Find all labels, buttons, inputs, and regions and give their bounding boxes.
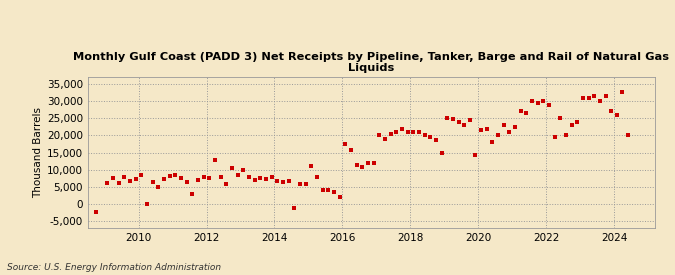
- Point: [498, 123, 509, 127]
- Point: [119, 175, 130, 180]
- Point: [515, 109, 526, 114]
- Point: [532, 101, 543, 105]
- Point: [238, 167, 248, 172]
- Point: [617, 90, 628, 95]
- Point: [244, 175, 254, 180]
- Point: [148, 180, 159, 184]
- Point: [159, 177, 169, 182]
- Point: [289, 206, 300, 211]
- Point: [317, 188, 328, 192]
- Point: [227, 166, 238, 170]
- Point: [210, 157, 221, 162]
- Point: [102, 181, 113, 185]
- Point: [431, 138, 441, 142]
- Point: [362, 161, 373, 165]
- Point: [470, 153, 481, 158]
- Point: [526, 99, 537, 103]
- Point: [277, 180, 288, 184]
- Point: [249, 178, 260, 182]
- Point: [572, 119, 583, 124]
- Point: [306, 164, 317, 169]
- Point: [521, 111, 532, 115]
- Title: Monthly Gulf Coast (PADD 3) Net Receipts by Pipeline, Tanker, Barge and Rail of : Monthly Gulf Coast (PADD 3) Net Receipts…: [74, 52, 669, 73]
- Point: [130, 177, 141, 182]
- Point: [408, 130, 418, 134]
- Point: [340, 142, 350, 146]
- Point: [153, 185, 164, 189]
- Point: [391, 130, 402, 134]
- Point: [396, 126, 407, 131]
- Point: [215, 174, 226, 179]
- Point: [187, 192, 198, 196]
- Point: [323, 188, 333, 192]
- Point: [334, 195, 345, 200]
- Point: [577, 95, 588, 100]
- Point: [566, 123, 577, 127]
- Point: [549, 135, 560, 139]
- Point: [560, 133, 571, 138]
- Point: [267, 174, 277, 179]
- Point: [448, 117, 458, 121]
- Point: [165, 174, 176, 178]
- Point: [142, 201, 153, 206]
- Point: [170, 173, 181, 177]
- Point: [369, 161, 379, 165]
- Point: [543, 102, 554, 107]
- Point: [272, 179, 283, 183]
- Point: [356, 165, 367, 169]
- Point: [176, 176, 186, 181]
- Point: [261, 177, 271, 182]
- Y-axis label: Thousand Barrels: Thousand Barrels: [32, 107, 43, 198]
- Text: Source: U.S. Energy Information Administration: Source: U.S. Energy Information Administ…: [7, 263, 221, 272]
- Point: [182, 180, 192, 184]
- Point: [385, 131, 396, 136]
- Point: [583, 95, 594, 100]
- Point: [419, 133, 430, 138]
- Point: [108, 176, 119, 181]
- Point: [413, 130, 424, 134]
- Point: [91, 210, 102, 214]
- Point: [504, 130, 515, 134]
- Point: [538, 99, 549, 103]
- Point: [300, 182, 311, 186]
- Point: [493, 133, 504, 138]
- Point: [136, 173, 146, 177]
- Point: [312, 175, 323, 180]
- Point: [402, 130, 413, 134]
- Point: [475, 128, 486, 133]
- Point: [436, 150, 447, 155]
- Point: [379, 137, 390, 141]
- Point: [346, 148, 356, 152]
- Point: [192, 178, 203, 182]
- Point: [510, 125, 520, 129]
- Point: [595, 99, 605, 103]
- Point: [606, 109, 617, 114]
- Point: [623, 133, 634, 138]
- Point: [425, 135, 435, 139]
- Point: [464, 118, 475, 122]
- Point: [555, 116, 566, 120]
- Point: [221, 182, 232, 186]
- Point: [589, 94, 599, 98]
- Point: [232, 173, 243, 177]
- Point: [294, 182, 305, 186]
- Point: [125, 179, 136, 183]
- Point: [113, 181, 124, 185]
- Point: [255, 176, 266, 181]
- Point: [600, 94, 611, 98]
- Point: [204, 176, 215, 181]
- Point: [441, 116, 452, 120]
- Point: [458, 123, 469, 127]
- Point: [329, 190, 340, 194]
- Point: [374, 133, 385, 138]
- Point: [487, 140, 498, 145]
- Point: [481, 126, 492, 131]
- Point: [284, 179, 294, 183]
- Point: [612, 113, 622, 117]
- Point: [453, 119, 464, 124]
- Point: [351, 163, 362, 167]
- Point: [198, 174, 209, 179]
